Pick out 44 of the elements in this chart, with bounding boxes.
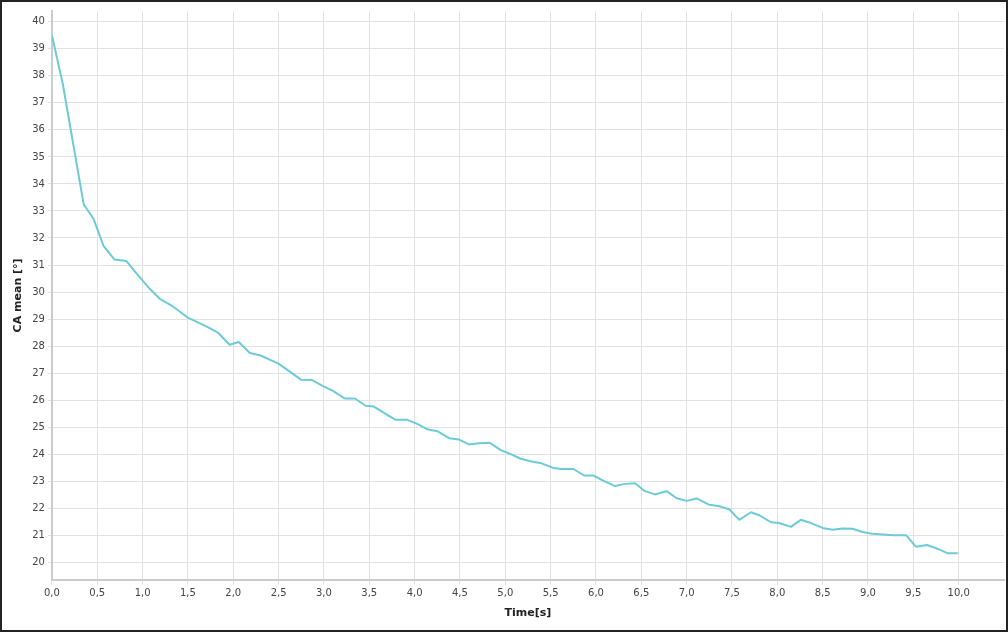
y-tick-label: 39 (32, 42, 45, 54)
x-tick-label: 3,5 (361, 587, 378, 599)
y-tick-label: 28 (32, 339, 45, 351)
y-tick-label: 40 (32, 15, 45, 27)
x-tick-label: 10,0 (947, 587, 970, 599)
y-tick-label: 20 (32, 555, 45, 567)
x-tick-label: 4,5 (452, 587, 468, 599)
y-axis-title: CA mean [°] (11, 258, 25, 333)
y-tick-label: 37 (32, 96, 45, 108)
x-tick-label: 2,5 (270, 587, 287, 599)
y-tick-label: 27 (32, 366, 45, 378)
x-tick-label: 0,0 (43, 587, 60, 599)
y-tick-label: 21 (32, 528, 45, 540)
x-tick-label: 8,0 (769, 587, 786, 599)
y-tick-label: 34 (32, 177, 45, 189)
x-tick-label: 5,0 (497, 587, 514, 599)
x-tick-label: 7,5 (724, 587, 740, 599)
x-tick-label: 9,5 (905, 587, 922, 599)
y-tick-label: 38 (32, 69, 45, 81)
x-axis-title: Time[s] (504, 606, 552, 620)
x-tick-label: 6,5 (633, 587, 650, 599)
x-tick-label: 4,0 (406, 587, 423, 599)
x-tick-label: 8,5 (814, 587, 831, 599)
x-tick-label: 5,5 (542, 587, 559, 599)
x-tick-label: 1,5 (179, 587, 196, 599)
y-tick-label: 35 (32, 150, 45, 162)
x-tick-label: 2,0 (225, 587, 242, 599)
y-tick-label: 29 (32, 312, 45, 324)
y-tick-label: 30 (32, 285, 45, 297)
y-tick-label: 22 (32, 501, 45, 513)
y-tick-label: 25 (32, 420, 45, 432)
x-tick-label: 0,5 (89, 587, 106, 599)
y-tick-label: 32 (32, 231, 45, 243)
x-tick-label: 7,0 (678, 587, 695, 599)
y-tick-label: 33 (32, 204, 45, 216)
y-tick-label: 23 (32, 474, 45, 486)
x-tick-label: 1,0 (134, 587, 151, 599)
x-tick-label: 3,0 (315, 587, 332, 599)
y-tick-label: 26 (32, 393, 45, 405)
y-tick-label: 24 (32, 447, 45, 459)
y-tick-label: 36 (32, 123, 45, 135)
y-tick-label: 31 (32, 258, 45, 270)
x-tick-label: 9,0 (860, 587, 876, 599)
x-tick-label: 6,0 (588, 587, 604, 599)
